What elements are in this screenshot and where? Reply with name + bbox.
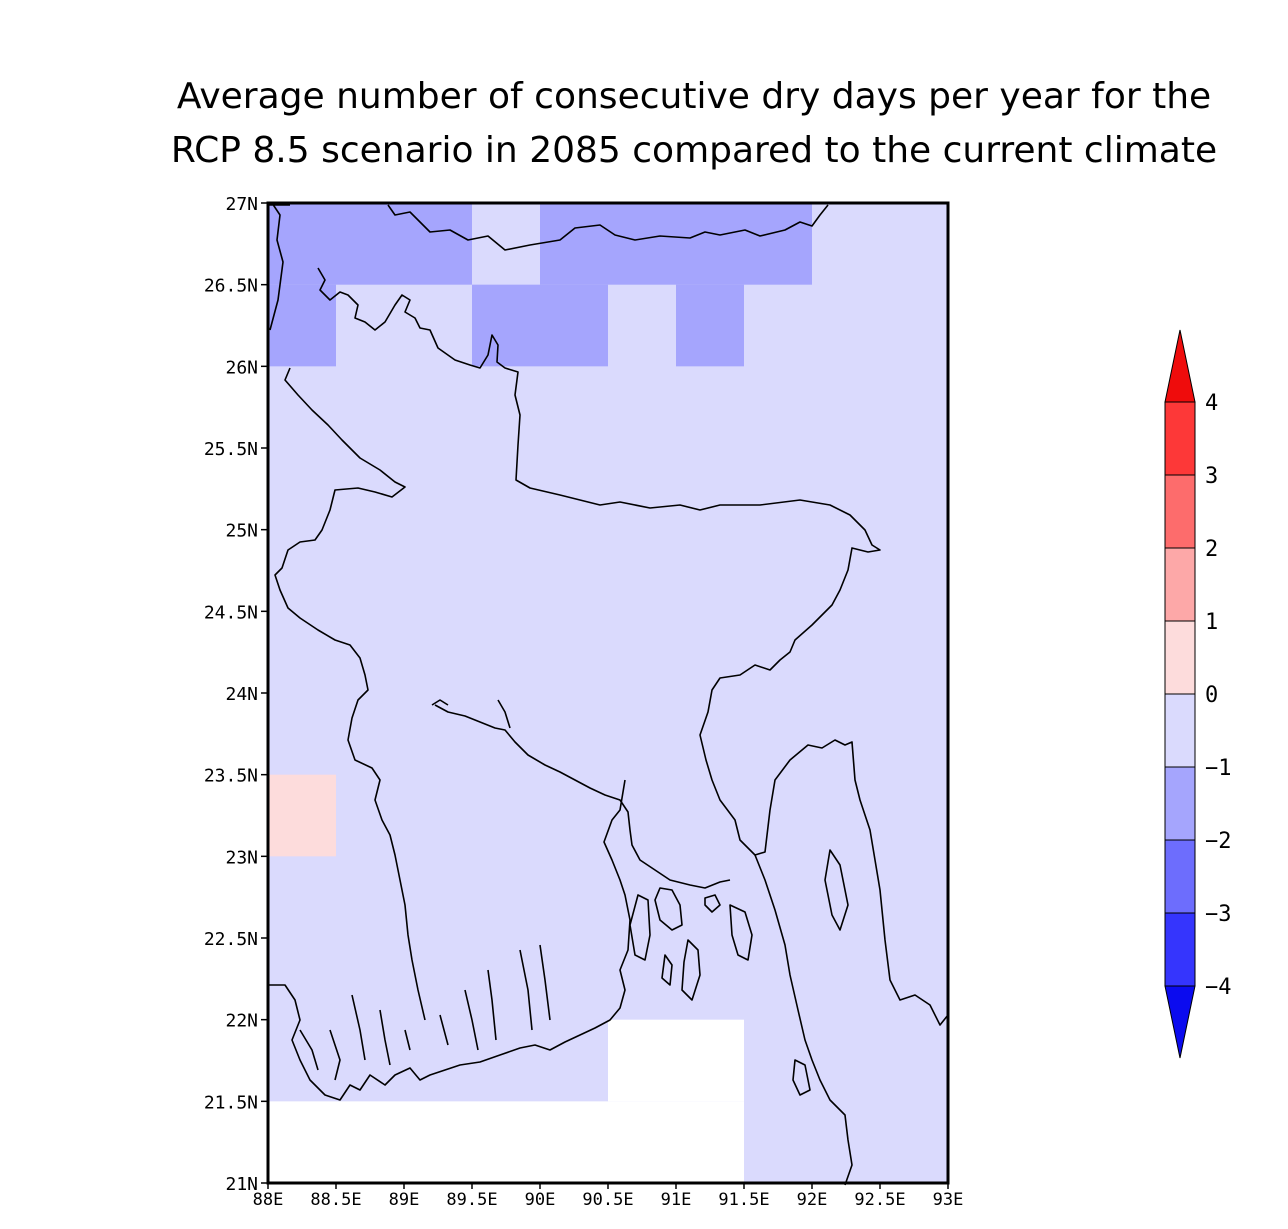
island-bhola xyxy=(654,887,683,931)
grid-cell xyxy=(268,284,336,367)
grid-cell xyxy=(676,284,744,367)
colorbar-label: 4 xyxy=(1205,391,1218,416)
colorbar-label: 1 xyxy=(1205,610,1218,635)
lat-tick-label: 25.5N xyxy=(204,439,258,460)
colorbar-upper-extension xyxy=(1164,329,1196,403)
coastline-south-east xyxy=(754,854,853,1186)
colorbar-lower-extension xyxy=(1164,985,1196,1059)
grid-cell xyxy=(540,203,608,285)
coastline-west xyxy=(274,367,426,1021)
grid-cell xyxy=(268,1101,336,1183)
grid-cells xyxy=(268,203,948,1183)
colorbar-bin xyxy=(1164,766,1196,841)
colorbar-label: −2 xyxy=(1205,829,1232,854)
grid-cell xyxy=(540,284,608,367)
colorbar-bin xyxy=(1164,547,1196,622)
island-south-east xyxy=(792,849,849,1096)
lon-tick-label: 93E xyxy=(933,1190,964,1210)
grid-cell xyxy=(472,284,540,367)
grid-cell xyxy=(608,1019,676,1102)
colorbar-bin xyxy=(1164,839,1196,914)
island-sandwip xyxy=(629,894,651,961)
grid-cell xyxy=(336,1101,404,1183)
lat-tick-label: 22.5N xyxy=(204,929,258,950)
grid-cell xyxy=(744,203,812,285)
lon-tick-label: 91.5E xyxy=(718,1190,769,1210)
grid-cell xyxy=(676,1019,744,1102)
colorbar-bin xyxy=(1164,912,1196,987)
lon-tick-label: 89E xyxy=(389,1190,420,1210)
island-small-south xyxy=(661,939,701,1001)
lon-tick-label: 88.5E xyxy=(310,1190,361,1210)
lat-tick-label: 23.5N xyxy=(204,766,258,787)
island-hatiya xyxy=(704,894,753,961)
lat-tick-label: 26.5N xyxy=(204,276,258,297)
lat-tick-label: 21N xyxy=(225,1174,258,1195)
coastline-layer xyxy=(268,202,949,1186)
colorbar-label: 0 xyxy=(1205,683,1218,708)
coastline-sundarbans xyxy=(268,779,631,1101)
colorbar-label: −3 xyxy=(1205,902,1232,927)
lon-tick-label: 88E xyxy=(253,1190,284,1210)
estuaries xyxy=(299,944,551,1081)
lat-tick-label: 27N xyxy=(225,194,258,215)
coastline-bangladesh-outline xyxy=(317,267,949,1026)
colorbar-label: 3 xyxy=(1205,464,1218,489)
river-padma xyxy=(434,704,731,889)
lon-tick-label: 90E xyxy=(525,1190,556,1210)
grid-cell xyxy=(268,774,336,857)
grid-cell xyxy=(404,1101,472,1183)
colorbar: 4 3 2 1 0 −1 −2 −3 −4 xyxy=(1164,329,1232,1059)
colorbar-bin xyxy=(1164,693,1196,768)
grid-cell xyxy=(676,203,744,285)
colorbar-label: 2 xyxy=(1205,537,1218,562)
colorbar-bin xyxy=(1164,474,1196,549)
lat-tick-label: 22N xyxy=(225,1011,258,1032)
lat-tick-label: 24.5N xyxy=(204,602,258,623)
lat-tick-label: 21.5N xyxy=(204,1092,258,1113)
map-title-line-2: RCP 8.5 scenario in 2085 compared to the… xyxy=(170,130,1218,171)
colorbar-label: −1 xyxy=(1205,756,1232,781)
lat-tick-label: 23N xyxy=(225,847,258,868)
grid-cell xyxy=(336,203,404,285)
map-axes: 21N 21.5N 22N 22.5N 23N 23.5N 24N 24.5N 25N 25.5N… xyxy=(204,194,964,1210)
grid-cell xyxy=(608,1101,676,1183)
lat-tick-label: 25N xyxy=(225,521,258,542)
map-title-line-1: Average number of consecutive dry days p… xyxy=(176,76,1212,117)
grid-cell xyxy=(676,1101,744,1183)
grid-cell xyxy=(540,1101,608,1183)
colorbar-bin xyxy=(1164,620,1196,695)
grid-cell xyxy=(608,203,676,285)
river-jamuna-upper xyxy=(431,699,511,729)
colorbar-label: −4 xyxy=(1205,975,1232,1000)
coastline-north-border xyxy=(268,202,829,331)
grid-cell xyxy=(472,1101,540,1183)
lon-tick-label: 89.5E xyxy=(446,1190,497,1210)
lon-tick-label: 91E xyxy=(661,1190,692,1210)
colorbar-bin xyxy=(1164,401,1196,476)
lat-tick-label: 24N xyxy=(225,684,258,705)
lat-tick-label: 26N xyxy=(225,357,258,378)
lon-tick-label: 92E xyxy=(797,1190,828,1210)
lon-tick-label: 90.5E xyxy=(582,1190,633,1210)
lon-tick-label: 92.5E xyxy=(854,1190,905,1210)
